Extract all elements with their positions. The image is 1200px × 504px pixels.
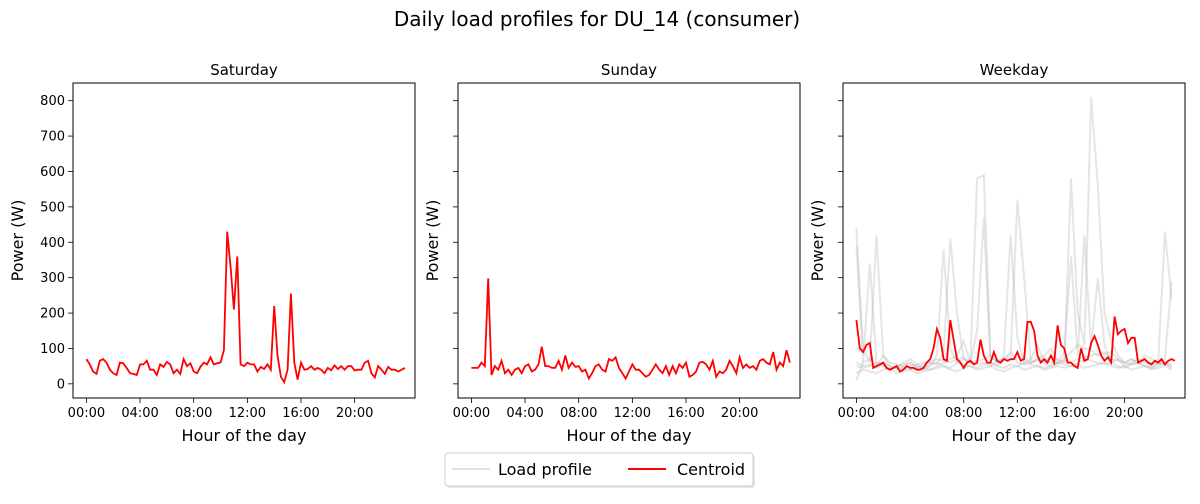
plot-frame (72, 82, 416, 399)
y-tick-label: 500 (40, 200, 65, 215)
centroid-line (855, 316, 1176, 373)
x-tick-label: 20:00 (336, 406, 373, 421)
legend: Load profile Centroid (444, 452, 755, 488)
legend-profile-label: Load profile (498, 460, 592, 479)
load-profile-line (855, 361, 1173, 375)
x-tick-label: 00:00 (68, 406, 105, 421)
y-tick-label: 400 (40, 236, 65, 251)
centroid-line (471, 278, 791, 381)
legend-box (444, 452, 754, 487)
plot-area (855, 97, 1176, 381)
x-axis-label: Hour of the day (567, 426, 692, 445)
y-tick-label: 300 (40, 271, 65, 286)
x-tick-label: 08:00 (175, 406, 212, 421)
x-tick-label: 08:00 (945, 406, 982, 421)
centroid-line (85, 231, 406, 385)
y-tick-label: 0 (57, 377, 65, 392)
y-axis-label: Power (W) (808, 200, 827, 282)
x-tick-label: 12:00 (999, 406, 1036, 421)
x-tick-label: 16:00 (282, 406, 319, 421)
x-tick-label: 04:00 (891, 406, 928, 421)
y-tick-label: 200 (40, 307, 65, 322)
x-axis-label: Hour of the day (952, 426, 1077, 445)
y-tick-label: 700 (40, 130, 65, 145)
x-tick-label: 20:00 (1106, 406, 1143, 421)
panel-title: Saturday (210, 61, 278, 79)
panel-saturday: Saturday 00:00 04:00 08:00 12:00 16:00 20:00 0 1… (8, 61, 416, 445)
panel-title: Weekday (980, 61, 1049, 79)
x-axis-label: Hour of the day (182, 426, 307, 445)
figure-title: Daily load profiles for DU_14 (consumer) (394, 7, 800, 31)
panel-weekday: Weekday 00:00 04:00 08:00 12:00 16:00 20:00 Hou… (808, 61, 1186, 445)
x-tick-label: 20:00 (721, 406, 758, 421)
x-tick-label: 12:00 (614, 406, 651, 421)
panel-title: Sunday (601, 61, 657, 79)
y-tick-label: 800 (40, 94, 65, 109)
panel-sunday: Sunday 00:00 04:00 08:00 12:00 16:00 20:00 Hour… (423, 61, 801, 445)
x-tick-label: 04:00 (506, 406, 543, 421)
load-profile-line (856, 358, 1173, 371)
y-tick-label: 600 (40, 165, 65, 180)
plot-area (85, 231, 406, 385)
plot-frame (457, 82, 801, 399)
x-tick-label: 04:00 (121, 406, 158, 421)
x-tick-label: 16:00 (667, 406, 704, 421)
panels: Saturday 00:00 04:00 08:00 12:00 16:00 20:00 0 1… (8, 61, 1186, 445)
y-axis-label: Power (W) (423, 200, 442, 282)
plot-frame (842, 82, 1186, 399)
x-tick-label: 12:00 (229, 406, 266, 421)
x-tick-label: 08:00 (560, 406, 597, 421)
x-tick-label: 00:00 (453, 406, 490, 421)
load-profile-line (855, 217, 1173, 371)
y-axis-label: Power (W) (8, 200, 27, 282)
x-tick-label: 16:00 (1052, 406, 1089, 421)
x-tick-label: 00:00 (838, 406, 875, 421)
legend-centroid-label: Centroid (677, 460, 745, 479)
y-tick-label: 100 (40, 342, 65, 357)
load-profile-line (855, 97, 1173, 369)
plot-area (471, 278, 791, 381)
